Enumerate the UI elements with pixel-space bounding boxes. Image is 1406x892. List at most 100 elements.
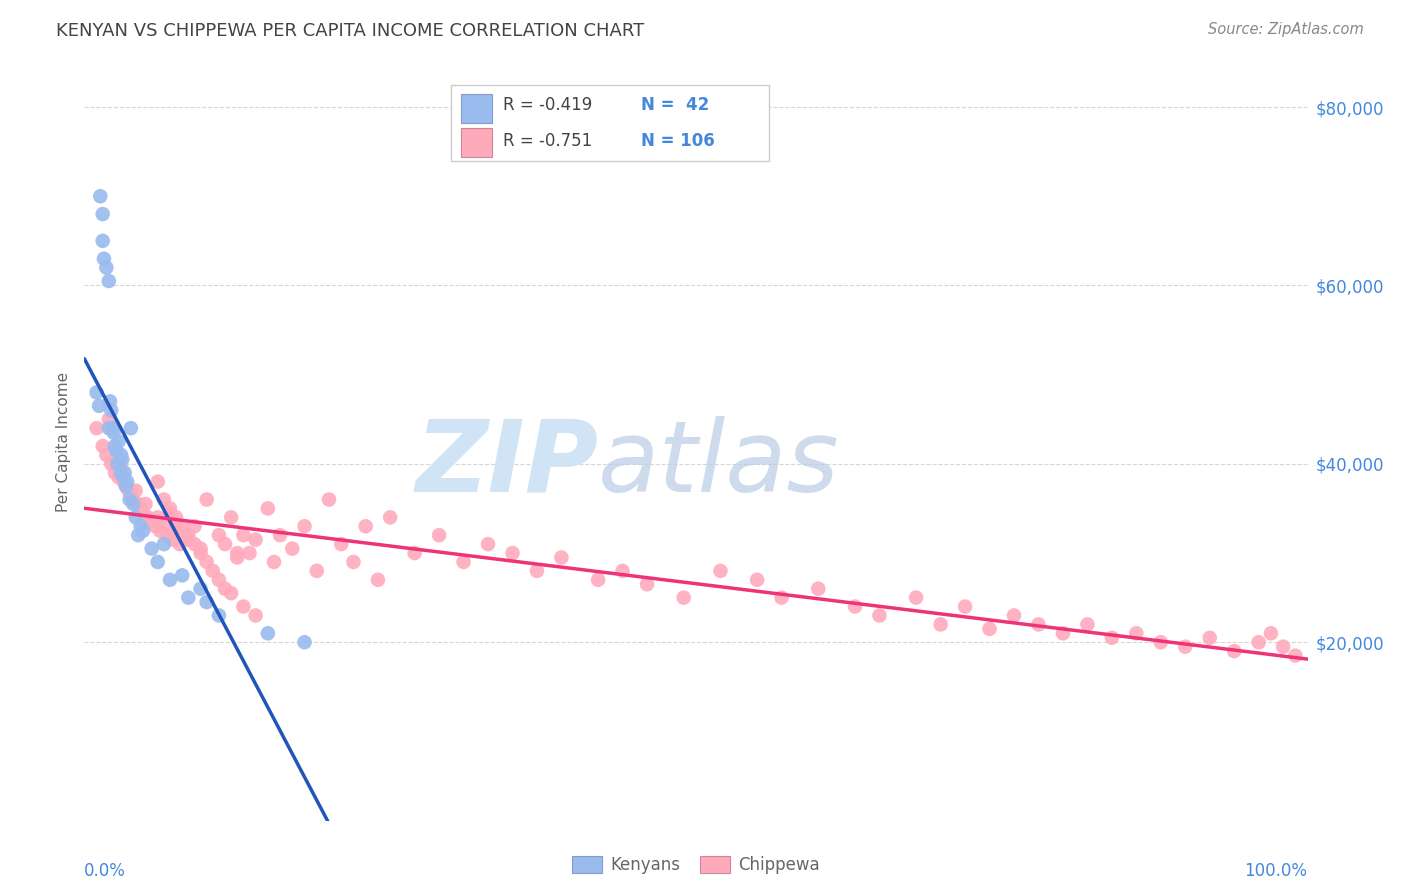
Point (101, 421, 124, 435)
Point (232, 528, 254, 542)
Point (153, 537, 176, 551)
Point (125, 510, 148, 524)
FancyBboxPatch shape (461, 95, 492, 123)
Point (159, 506, 181, 520)
Point (226, 550, 249, 565)
Point (1272, 640, 1295, 654)
FancyBboxPatch shape (461, 128, 492, 157)
Point (165, 510, 187, 524)
Point (672, 591, 695, 605)
Point (111, 452, 134, 467)
Point (98, 394, 121, 409)
Point (1150, 635, 1173, 649)
Point (550, 550, 572, 565)
Point (905, 591, 928, 605)
Point (153, 519, 176, 533)
Point (177, 533, 200, 547)
Point (269, 528, 291, 542)
Point (86, 385, 108, 400)
Point (97, 412, 120, 426)
FancyBboxPatch shape (451, 85, 769, 161)
Point (226, 546, 249, 560)
Point (135, 497, 157, 511)
Point (146, 510, 169, 524)
Y-axis label: Per Capita Income: Per Capita Income (56, 371, 72, 512)
Point (1052, 626, 1074, 640)
Point (177, 591, 200, 605)
Point (979, 622, 1001, 636)
Point (1002, 608, 1025, 623)
Point (190, 541, 212, 556)
Point (132, 506, 155, 520)
Point (120, 488, 142, 502)
Point (1223, 644, 1246, 658)
Point (1174, 640, 1197, 654)
Point (125, 483, 148, 498)
Point (136, 510, 159, 524)
Text: ZIP: ZIP (415, 416, 598, 513)
Point (159, 573, 181, 587)
Point (869, 608, 891, 623)
Text: Source: ZipAtlas.com: Source: ZipAtlas.com (1208, 22, 1364, 37)
Point (91, 207, 114, 221)
Point (115, 479, 138, 493)
Point (143, 519, 166, 533)
Point (183, 537, 205, 551)
Point (97, 274, 120, 288)
Point (110, 448, 132, 462)
Point (1076, 617, 1098, 632)
Point (208, 528, 231, 542)
Point (354, 519, 377, 533)
Point (257, 626, 280, 640)
Point (427, 528, 450, 542)
Point (104, 466, 127, 480)
Point (214, 537, 236, 551)
Text: R = -0.419: R = -0.419 (503, 96, 592, 114)
Point (183, 519, 205, 533)
Point (844, 599, 866, 614)
Point (149, 524, 172, 538)
Point (132, 524, 155, 538)
Point (107, 434, 129, 449)
Point (104, 439, 127, 453)
Point (122, 497, 145, 511)
Point (91, 439, 114, 453)
Point (257, 501, 280, 516)
Point (770, 591, 793, 605)
Point (208, 608, 231, 623)
Point (129, 501, 152, 516)
Point (105, 443, 128, 458)
Point (165, 519, 187, 533)
Point (1284, 648, 1306, 663)
Point (156, 528, 179, 542)
Point (112, 475, 135, 489)
Point (612, 564, 634, 578)
Point (294, 519, 316, 533)
Point (953, 599, 976, 614)
Point (127, 528, 149, 542)
Point (281, 541, 304, 556)
Point (114, 466, 136, 480)
Point (86, 421, 108, 435)
Point (404, 546, 426, 560)
Point (93, 252, 115, 266)
Text: N =  42: N = 42 (641, 96, 709, 114)
Point (122, 492, 145, 507)
Point (380, 510, 402, 524)
Text: 100.0%: 100.0% (1244, 863, 1308, 880)
Point (214, 582, 236, 596)
Point (96, 260, 118, 275)
Point (747, 573, 769, 587)
Point (305, 564, 328, 578)
Point (120, 421, 142, 435)
Point (129, 519, 152, 533)
Point (117, 483, 139, 498)
Point (172, 519, 194, 533)
Point (141, 541, 163, 556)
Point (1247, 635, 1270, 649)
Point (238, 546, 260, 560)
Point (105, 457, 128, 471)
Point (1125, 626, 1147, 640)
Point (141, 515, 163, 529)
Point (177, 528, 200, 542)
